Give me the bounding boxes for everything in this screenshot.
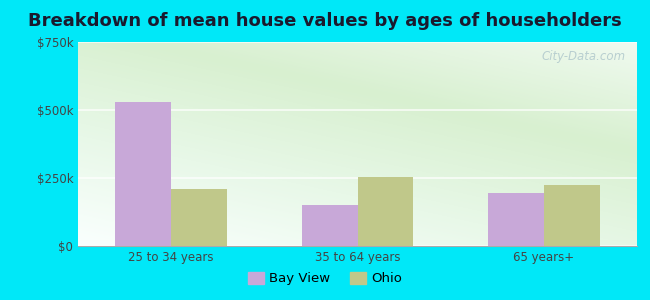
- Legend: Bay View, Ohio: Bay View, Ohio: [242, 266, 408, 290]
- Bar: [302, 205, 358, 246]
- Bar: [544, 185, 600, 246]
- Text: Breakdown of mean house values by ages of householders: Breakdown of mean house values by ages o…: [28, 12, 622, 30]
- Bar: [171, 189, 227, 246]
- Text: City-Data.com: City-Data.com: [541, 50, 626, 63]
- Bar: [115, 102, 171, 246]
- Bar: [488, 193, 544, 246]
- Bar: [358, 177, 413, 246]
